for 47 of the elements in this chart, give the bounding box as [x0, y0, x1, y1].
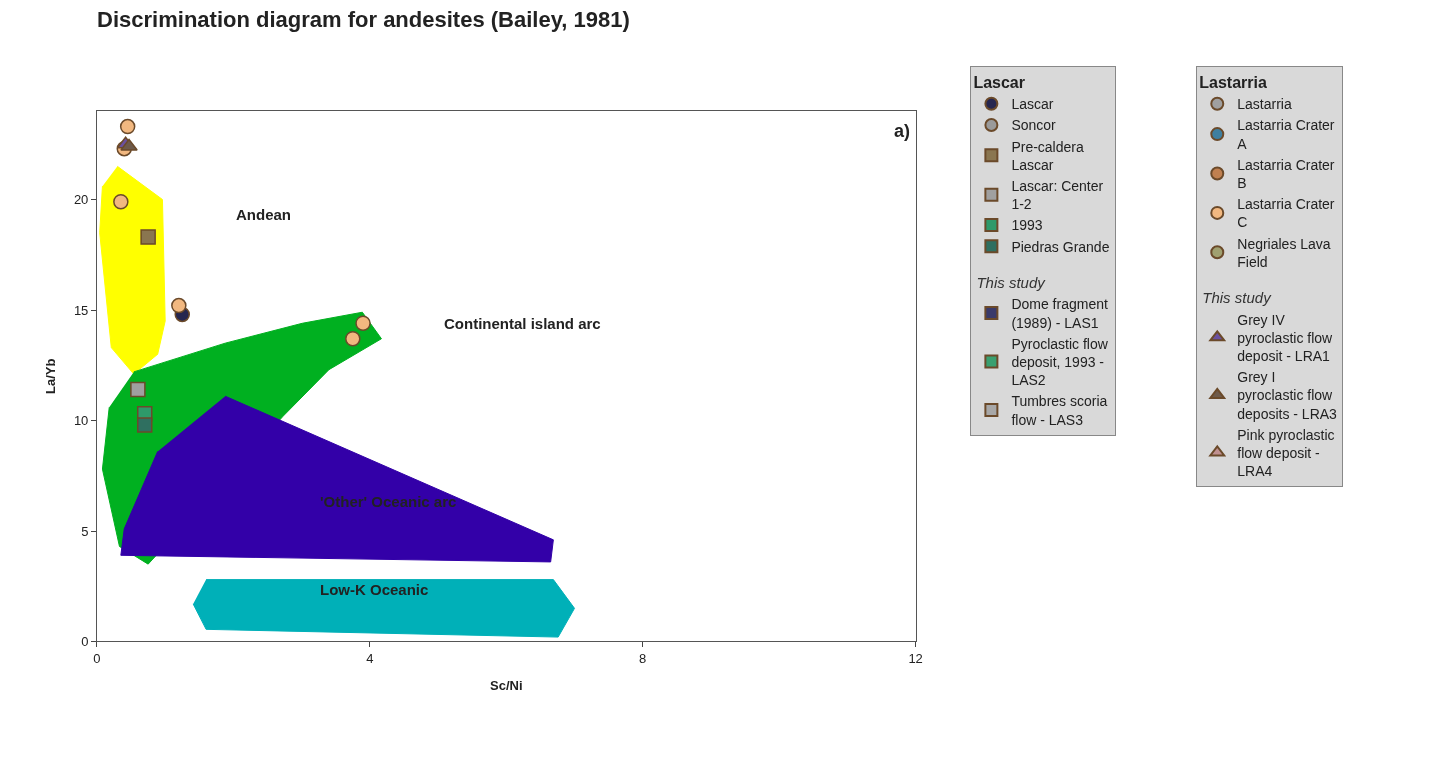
y-tick-label: 5	[81, 523, 89, 539]
annotation: a)	[894, 121, 911, 141]
y-tick-label: 15	[73, 302, 89, 318]
point	[120, 138, 138, 151]
legend-label: Pink pyroclastic flow deposit - LRA4	[1237, 426, 1335, 480]
y-tick-label: 20	[73, 192, 89, 208]
legend-label: 1993	[1011, 217, 1043, 234]
text: Lascar	[973, 74, 1025, 92]
point	[140, 229, 156, 245]
x-tick-label: 4	[366, 651, 374, 667]
text: Lastarria	[1199, 74, 1267, 92]
legend-label: Negriales Lava Field	[1237, 235, 1331, 270]
legend-label: Tumbres scoria flow - LAS3	[1011, 393, 1108, 428]
point	[130, 381, 146, 398]
legend-label: Piedras Grande	[1011, 238, 1110, 255]
x-tick-label: 8	[639, 651, 647, 667]
legend-label: Pyroclastic flow deposit, 1993 - LAS2	[1011, 335, 1109, 389]
legend-label: Lastarria	[1237, 96, 1292, 113]
legend-label: Pre-caldera Lascar	[1011, 138, 1084, 173]
point	[113, 193, 129, 210]
point	[171, 297, 187, 314]
x-tick-label: 12	[908, 651, 923, 667]
y-tick-label: 0	[81, 634, 89, 650]
legend-label: Grey I pyroclastic flow deposits - LRA3	[1237, 369, 1338, 422]
annotation: Low-K Oceanic	[320, 581, 429, 598]
text: This study	[976, 273, 1047, 291]
x-tick-label: 0	[93, 651, 101, 667]
legend-label: Soncor	[1011, 117, 1057, 134]
annotation: Andean	[236, 206, 292, 223]
legend-label: Lastarria Crater C	[1237, 196, 1335, 231]
x-axis-title: Sc/Ni	[490, 677, 523, 693]
y-axis-title: La/Yb	[42, 358, 58, 395]
point	[345, 330, 361, 347]
annotation: Continental island arc	[444, 315, 601, 332]
point	[136, 417, 153, 433]
text: This study	[1202, 289, 1273, 307]
point	[119, 118, 136, 135]
legend-label: Lastarria Crater B	[1237, 156, 1335, 192]
legend-label: Lascar	[1011, 96, 1054, 113]
annotation: 'Other' Oceanic arc	[320, 493, 457, 510]
chart-title: Discrimination diagram for andesites (Bailey, 1981)	[97, 6, 630, 32]
y-tick-label: 10	[73, 413, 89, 429]
legend-label: Grey IV pyroclastic flow deposit - LRA1	[1237, 311, 1334, 364]
point	[355, 315, 371, 332]
legend-label: Lastarria Crater A	[1237, 117, 1335, 152]
legend-label: Lascar: Center 1-2	[1011, 178, 1104, 213]
legend-label: Dome fragment (1989) - LAS1	[1011, 296, 1108, 331]
